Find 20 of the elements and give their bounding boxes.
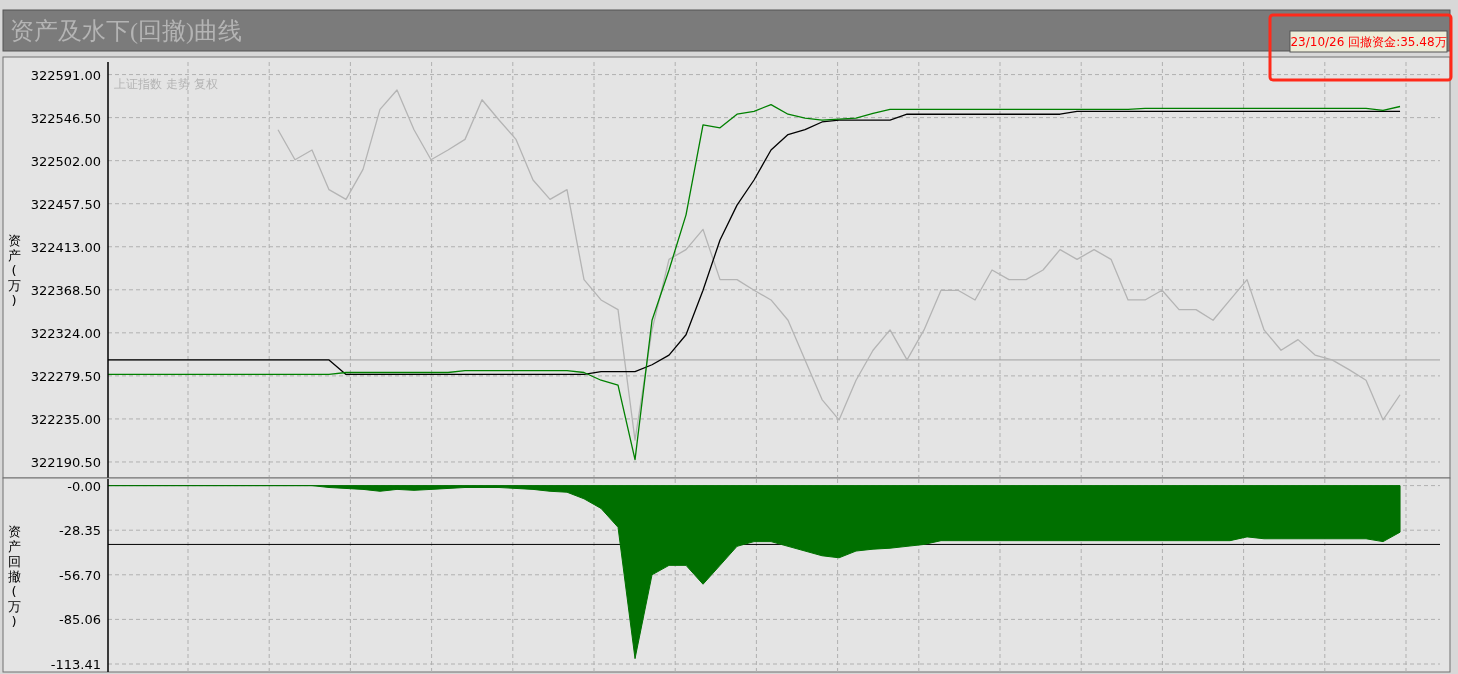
- y-tick-label: -85.06: [59, 612, 101, 628]
- y-tick-label: 322591.00: [30, 67, 101, 83]
- y-tick-label: 322546.50: [30, 110, 101, 126]
- y-axis-title: 资产回撤(万): [7, 523, 21, 629]
- line-series: [107, 103, 1401, 461]
- y-tick-label: 322324.00: [30, 325, 101, 341]
- y-tick-label: 322235.00: [30, 411, 101, 427]
- y-tick-label: 322502.00: [30, 153, 101, 169]
- y-tick-label: 322413.00: [30, 239, 101, 255]
- text: 23/10/26 回撤资金:35.48万: [1290, 35, 1447, 49]
- y-tick-label: 322368.50: [30, 282, 101, 298]
- y-axis-title: 资产(万): [7, 233, 21, 308]
- y-tick-label: -56.70: [59, 567, 101, 583]
- y-tick-label: -28.35: [59, 523, 101, 539]
- y-tick-label: -113.41: [50, 657, 101, 672]
- y-tick-label: -0.00: [67, 478, 101, 494]
- chart-title: 资产及水下(回撤)曲线: [10, 18, 242, 44]
- y-tick-label: 322279.50: [30, 368, 101, 384]
- y-tick-label: 322190.50: [30, 454, 101, 470]
- y-tick-label: 322457.50: [30, 196, 101, 212]
